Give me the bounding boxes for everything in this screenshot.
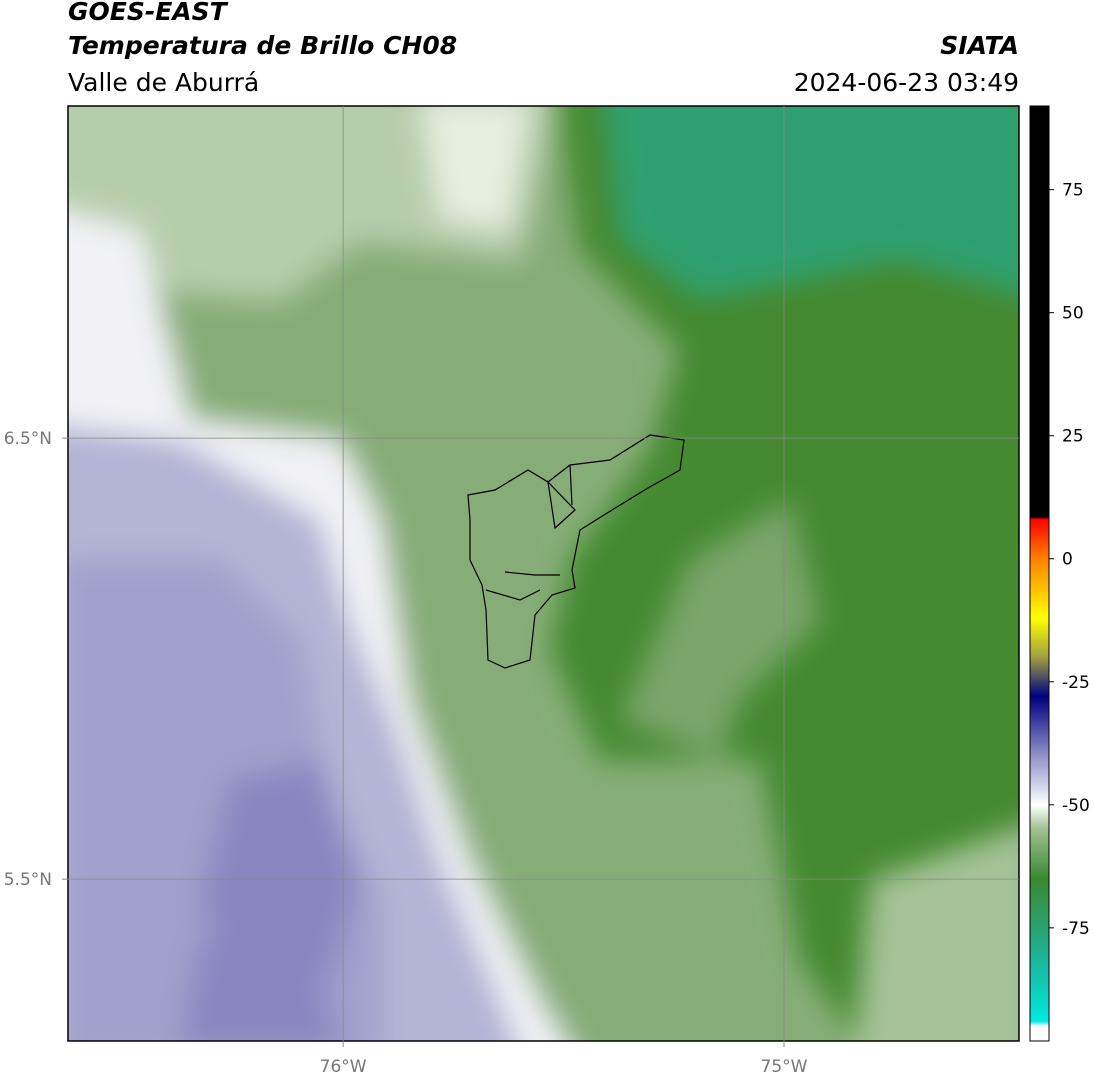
colorbar-tick-label: 75 — [1062, 181, 1084, 201]
colorbar-tick-label: 50 — [1062, 304, 1084, 324]
x-tick-label: 76°W — [320, 1057, 367, 1077]
source: SIATA — [940, 31, 1019, 60]
y-tick-label: 5.5°N — [4, 870, 52, 890]
colorbar-tick-label: 0 — [1062, 550, 1073, 570]
subtitle: Temperatura de Brillo CH08 — [68, 31, 457, 60]
colorbar-tick-label: -75 — [1062, 919, 1090, 939]
colorbar-tick-label: -50 — [1062, 796, 1090, 816]
colorbar-tick-label: 25 — [1062, 427, 1084, 447]
colorbar-tick-label: -25 — [1062, 673, 1090, 693]
timestamp: 2024-06-23 03:49 — [794, 68, 1019, 97]
region: Valle de Aburrá — [68, 68, 259, 97]
colorbar — [1029, 105, 1050, 1042]
title: GOES-EAST — [68, 0, 229, 26]
y-tick-label: 6.5°N — [4, 429, 52, 449]
map-image — [68, 106, 1019, 1041]
x-tick-label: 75°W — [761, 1057, 808, 1077]
map-frame — [67, 105, 1020, 1042]
